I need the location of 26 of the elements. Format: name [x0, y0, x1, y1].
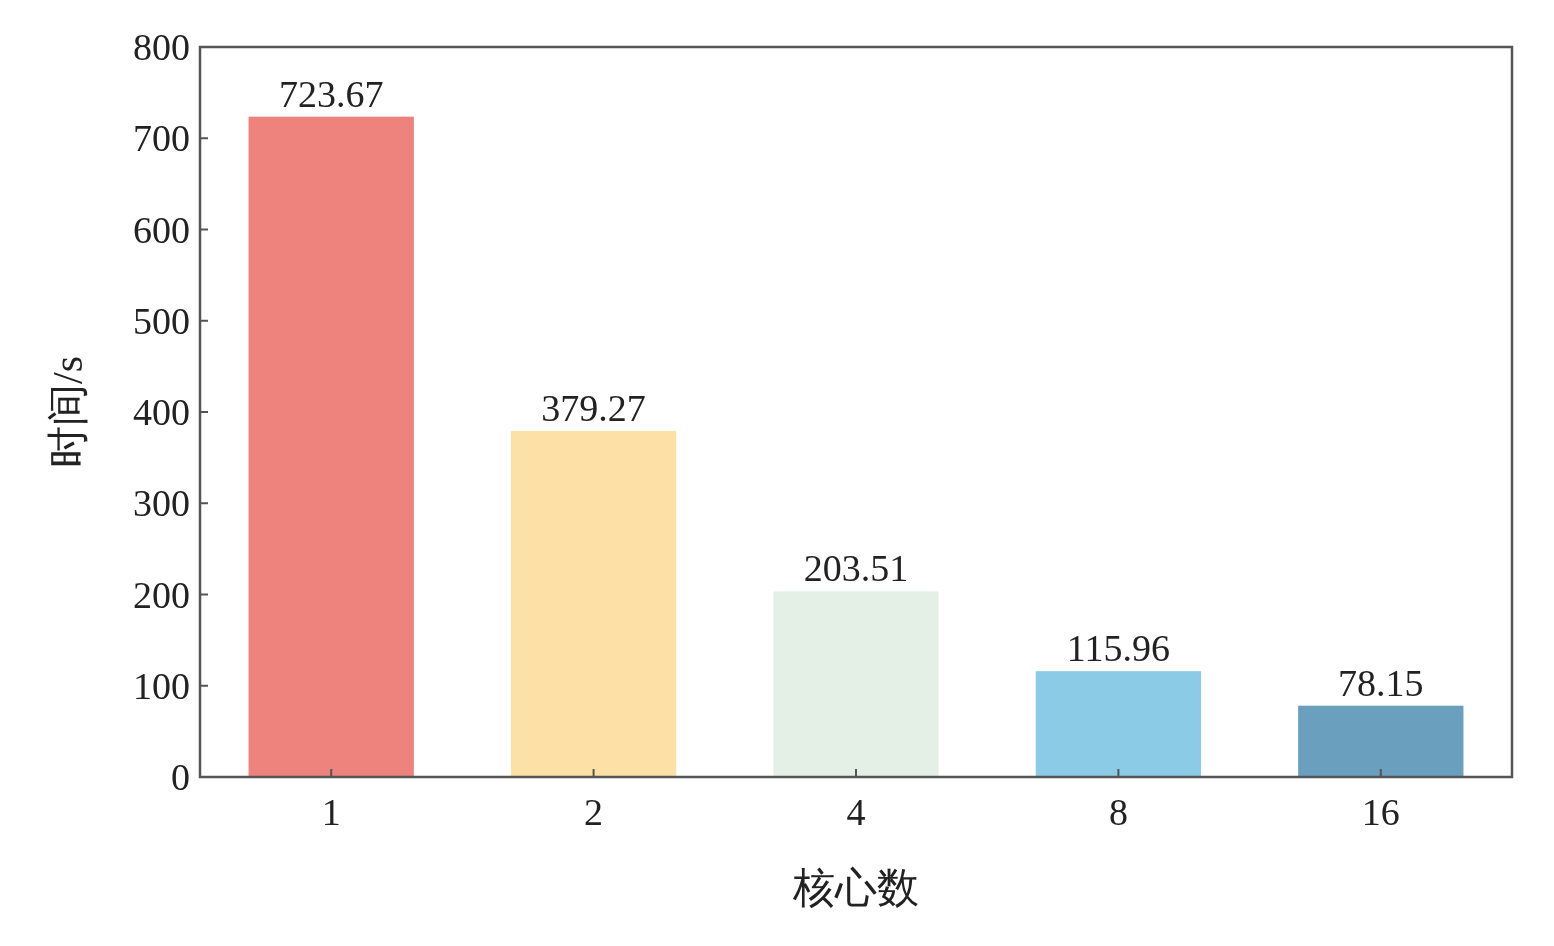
x-tick-label: 2	[584, 791, 604, 833]
bar	[773, 591, 939, 777]
y-tick-label: 600	[133, 208, 190, 251]
y-axis-title: 时间/s	[45, 355, 91, 469]
x-tick-label: 16	[1361, 791, 1400, 833]
data-label: 203.51	[803, 547, 909, 590]
x-axis-title: 核心数	[792, 865, 919, 911]
bar	[248, 116, 414, 777]
y-tick-label: 400	[133, 391, 190, 433]
bar	[510, 430, 677, 777]
y-tick-label: 100	[133, 664, 190, 707]
data-label: 723.67	[278, 72, 384, 115]
x-tick-label: 4	[846, 791, 866, 833]
y-tick-label: 500	[133, 299, 190, 342]
y-tick-label: 200	[133, 573, 190, 616]
y-tick-label: 0	[171, 756, 190, 798]
data-label: 379.27	[541, 386, 646, 429]
y-tick-label: 800	[133, 26, 190, 68]
y-tick-label: 300	[133, 482, 190, 525]
x-tick-label: 8	[1108, 791, 1128, 833]
bar	[1298, 705, 1464, 777]
x-tick-label: 1	[321, 791, 341, 833]
data-label: 115.96	[1066, 627, 1170, 670]
y-tick-label: 700	[133, 117, 190, 160]
bar	[1035, 671, 1202, 777]
data-label: 78.15	[1338, 661, 1424, 704]
